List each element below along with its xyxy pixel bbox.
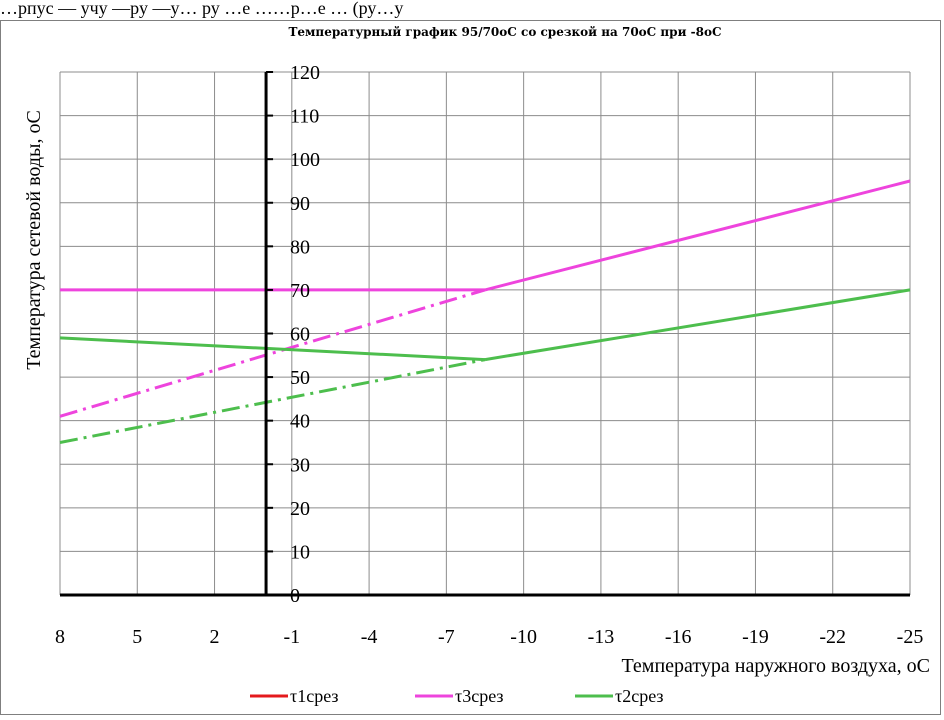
x-axis-label: Температура наружного воздуха, оС	[621, 655, 930, 677]
x-tick-label: -13	[588, 626, 615, 648]
y-tick-label: 30	[290, 454, 310, 476]
x-tick-label: -25	[897, 626, 924, 648]
y-tick-label: 110	[290, 106, 319, 128]
y-tick-label: 50	[290, 367, 310, 389]
y-tick-label: 0	[290, 585, 300, 607]
y-tick-label: 10	[290, 541, 310, 563]
x-tick-label: -19	[742, 626, 769, 648]
x-tick-label: -7	[438, 626, 455, 648]
x-tick-label: -1	[283, 626, 300, 648]
series-line-τ2срез	[59, 336, 486, 362]
series-line-τ2срез	[59, 358, 486, 444]
y-tick-label: 100	[290, 149, 320, 171]
chart-border	[0, 20, 941, 715]
header-text: …рпус — учу —ру —у… ру …е ……р…е … (ру…у	[0, 0, 403, 19]
x-tick-label: -22	[819, 626, 846, 648]
series-layer	[59, 179, 911, 444]
x-tick-label: -10	[510, 626, 537, 648]
tick-labels: 0 10 20 30 40 50 60 70 80 90 100 110 120 8 5 2 -1 -4 -7 -10…	[55, 62, 923, 648]
x-tick-label: 2	[210, 626, 220, 648]
series-line-τ3срез	[59, 288, 486, 418]
chart-title: Температурный график 95/70оС со срезкой …	[288, 25, 721, 39]
legend-label-τ3срез: τ3срез	[455, 686, 504, 706]
y-tick-label: 80	[290, 236, 310, 258]
legend: τ1срез τ3срез τ2срез	[250, 686, 664, 706]
y-tick-label: 20	[290, 498, 310, 520]
series-line-τ3срез	[484, 179, 911, 292]
axes	[60, 71, 910, 597]
legend-label-τ2срез: τ2срез	[615, 686, 664, 706]
y-tick-label: 120	[290, 62, 320, 84]
grid	[59, 71, 911, 596]
legend-label-τ1срез: τ1срез	[290, 686, 339, 706]
x-tick-label: -16	[665, 626, 692, 648]
y-tick-label: 60	[290, 324, 310, 346]
y-axis-label: Температура сетевой воды, оС	[23, 110, 45, 370]
x-tick-label: 5	[132, 626, 142, 648]
x-tick-label: 8	[55, 626, 65, 648]
x-tick-label: -4	[361, 626, 378, 648]
y-tick-label: 90	[290, 193, 310, 215]
y-tick-label: 40	[290, 411, 310, 433]
y-tick-label: 70	[290, 280, 310, 302]
series-line-τ2срез	[484, 288, 911, 362]
